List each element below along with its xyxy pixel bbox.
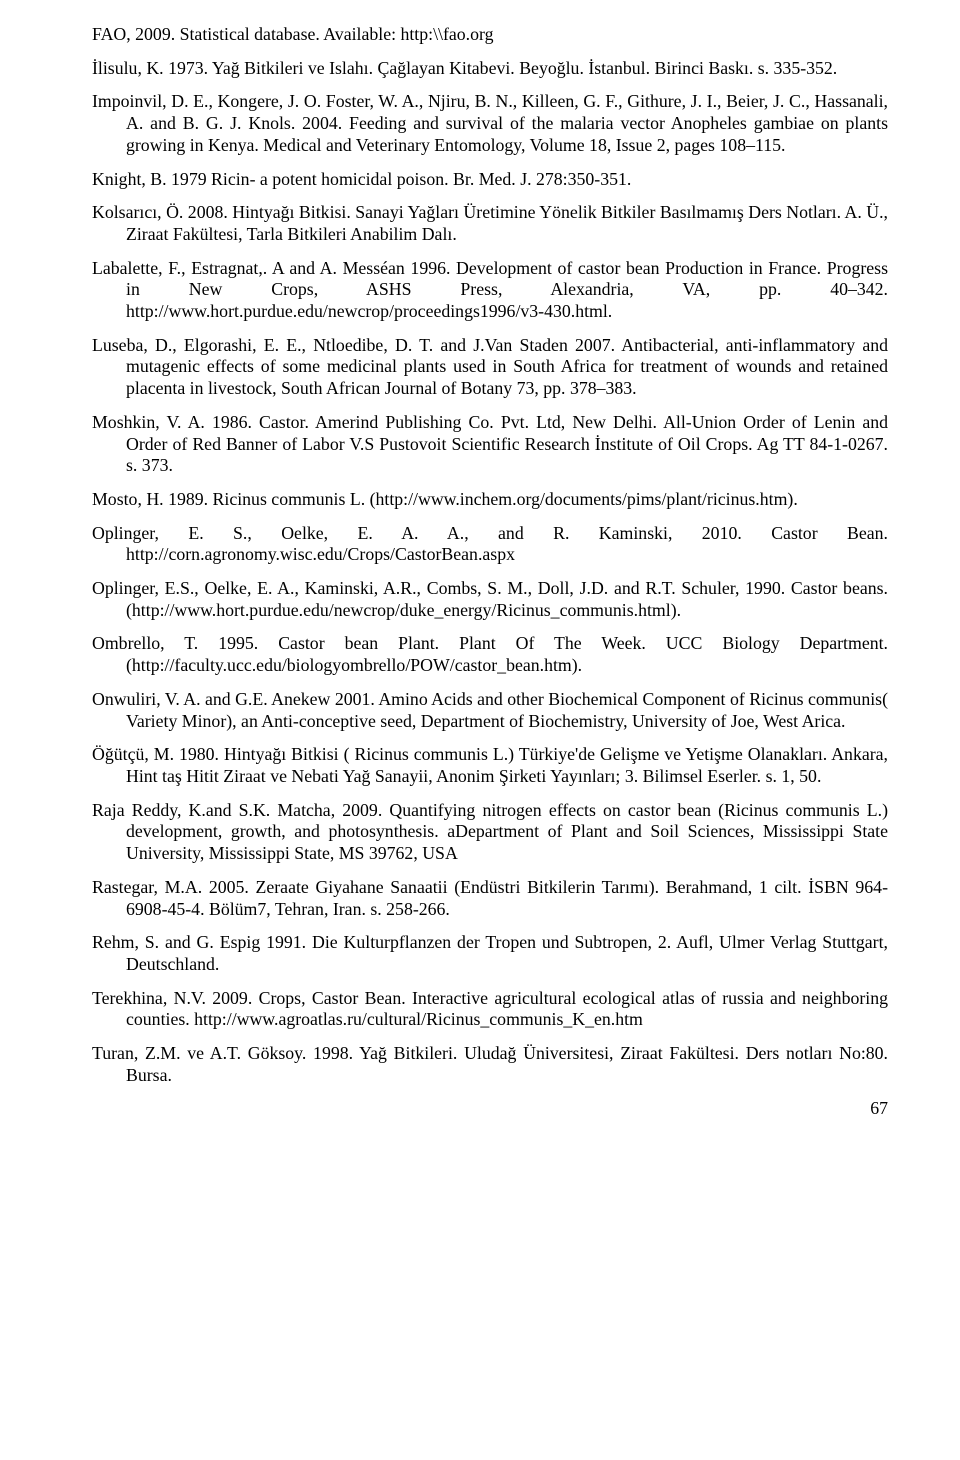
reference-entry: FAO, 2009. Statistical database. Availab…: [92, 24, 888, 46]
reference-entry: Ombrello, T. 1995. Castor bean Plant. Pl…: [92, 633, 888, 676]
page-container: FAO, 2009. Statistical database. Availab…: [0, 0, 960, 1159]
reference-entry: Öğütçü, M. 1980. Hintyağı Bitkisi ( Rici…: [92, 744, 888, 787]
references-list: FAO, 2009. Statistical database. Availab…: [92, 24, 888, 1086]
reference-entry: Impoinvil, D. E., Kongere, J. O. Foster,…: [92, 91, 888, 156]
reference-entry: Knight, B. 1979 Ricin- a potent homicida…: [92, 169, 888, 191]
page-number: 67: [92, 1098, 888, 1119]
reference-entry: Oplinger, E.S., Oelke, E. A., Kaminski, …: [92, 578, 888, 621]
reference-entry: Terekhina, N.V. 2009. Crops, Castor Bean…: [92, 988, 888, 1031]
reference-entry: Moshkin, V. A. 1986. Castor. Amerind Pub…: [92, 412, 888, 477]
reference-entry: Turan, Z.M. ve A.T. Göksoy. 1998. Yağ Bi…: [92, 1043, 888, 1086]
reference-entry: Rastegar, M.A. 2005. Zeraate Giyahane Sa…: [92, 877, 888, 920]
reference-entry: İlisulu, K. 1973. Yağ Bitkileri ve Islah…: [92, 58, 888, 80]
reference-entry: Kolsarıcı, Ö. 2008. Hintyağı Bitkisi. Sa…: [92, 202, 888, 245]
reference-entry: Raja Reddy, K.and S.K. Matcha, 2009. Qua…: [92, 800, 888, 865]
reference-entry: Onwuliri, V. A. and G.E. Anekew 2001. Am…: [92, 689, 888, 732]
reference-entry: Labalette, F., Estragnat,. A and A. Mess…: [92, 258, 888, 323]
reference-entry: Mosto, H. 1989. Ricinus communis L. (htt…: [92, 489, 888, 511]
reference-entry: Rehm, S. and G. Espig 1991. Die Kulturpf…: [92, 932, 888, 975]
reference-entry: Luseba, D., Elgorashi, E. E., Ntloedibe,…: [92, 335, 888, 400]
reference-entry: Oplinger, E. S., Oelke, E. A. A., and R.…: [92, 523, 888, 566]
